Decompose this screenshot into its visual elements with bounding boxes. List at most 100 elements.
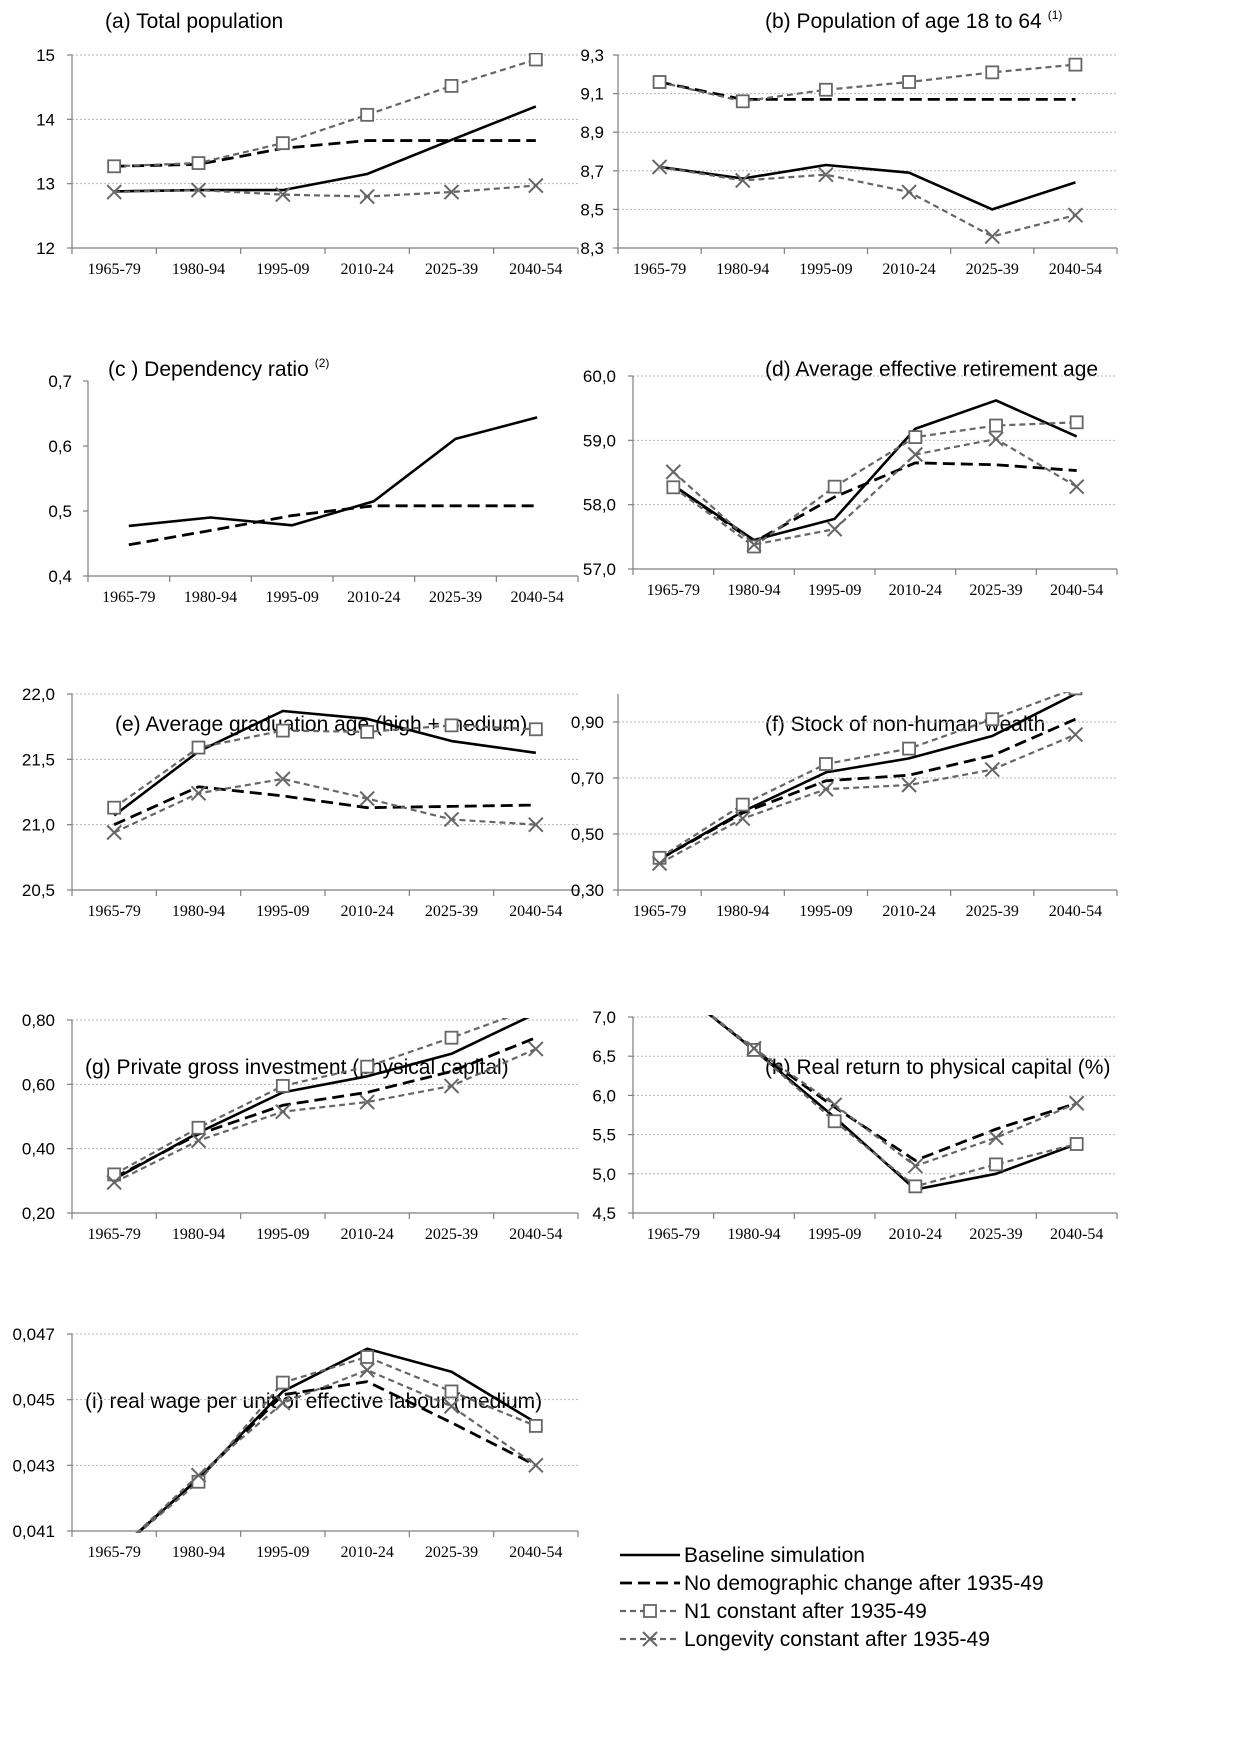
series-line-baseline <box>659 163 1076 211</box>
y-tick-label: 8,3 <box>580 239 604 258</box>
series-line-longevity <box>114 184 536 198</box>
panel-title: (h) Real return to physical capital (%) <box>765 1056 1110 1079</box>
data-point-n1 <box>107 1167 122 1182</box>
data-point-longevity <box>735 172 751 189</box>
panel-a: (a) Total population 12 13 14 15 1965-79 1980-… <box>36 10 579 278</box>
data-point-longevity <box>907 446 924 463</box>
panel-i: (i) real wage per unit of effective labo… <box>12 1325 579 1561</box>
data-point-longevity <box>443 811 460 828</box>
y-tick-label: 21,5 <box>22 750 55 769</box>
data-point-longevity <box>528 1457 544 1474</box>
data-point-longevity <box>665 464 682 480</box>
data-point-longevity <box>106 824 122 841</box>
legend-x-icon <box>642 1631 658 1647</box>
y-tick-label: 0,60 <box>22 1075 55 1094</box>
panel-title: (d) Average effective retirement age <box>765 358 1098 381</box>
y-tick-label: 0,80 <box>22 1011 55 1030</box>
y-tick-label: 0,70 <box>571 769 604 788</box>
y-tick-label: 9,3 <box>580 46 604 65</box>
x-tick-label: 2010-24 <box>347 589 400 606</box>
panel-title: (c ) Dependency ratio (2) <box>108 356 329 381</box>
data-point-longevity <box>901 777 917 793</box>
data-point-longevity <box>984 761 1000 778</box>
data-point-n1 <box>444 1030 459 1045</box>
panel-title: (e) Average graduation age (high + mediu… <box>115 713 527 736</box>
data-point-longevity <box>359 790 375 807</box>
data-point-n1 <box>735 94 750 109</box>
y-tick-label: 0,6 <box>48 437 72 456</box>
data-point-n1 <box>902 75 916 89</box>
x-tick-label: 2040-54 <box>1050 582 1103 599</box>
data-point-longevity <box>818 166 834 183</box>
series-line-baseline <box>128 416 538 528</box>
y-tick-label: 7,0 <box>592 1008 616 1027</box>
series-line-longevity <box>113 777 536 834</box>
legend-item-longevity: Longevity constant after 1935-49 <box>620 1628 990 1651</box>
data-point-longevity <box>106 184 122 200</box>
panel-d: (d) Average effective retirement age 57,0… <box>583 358 1118 599</box>
x-tick-label: 2040-54 <box>509 261 562 278</box>
data-point-longevity <box>275 1395 291 1411</box>
series-line-no_demo <box>659 80 1076 101</box>
y-tick-label: 0,045 <box>12 1391 55 1410</box>
data-point-longevity <box>984 228 1000 245</box>
data-point-n1 <box>902 741 916 756</box>
data-point-n1 <box>652 75 667 89</box>
data-point-longevity <box>988 431 1004 447</box>
data-point-longevity <box>190 785 207 802</box>
data-point-longevity <box>359 1362 375 1378</box>
x-tick-label: 1995-09 <box>256 1226 309 1243</box>
series-line-longevity <box>659 733 1076 865</box>
series-line-n1 <box>658 692 1069 859</box>
x-tick-label: 2040-54 <box>509 903 562 920</box>
x-tick-label: 2040-54 <box>1050 1226 1103 1243</box>
data-point-n1 <box>908 430 923 445</box>
data-point-longevity <box>528 177 544 194</box>
x-tick-label: 2040-54 <box>509 1544 562 1561</box>
x-tick-label: 2040-54 <box>1049 903 1102 920</box>
data-point-n1 <box>1068 57 1083 72</box>
x-tick-label: 2040-54 <box>511 589 564 606</box>
series-line-no_demo <box>658 717 1076 861</box>
data-point-longevity <box>988 1130 1004 1146</box>
series-line-n1 <box>113 724 536 809</box>
series-line-n1 <box>672 421 1077 548</box>
data-point-n1 <box>1068 692 1083 696</box>
data-point-longevity <box>359 1094 375 1110</box>
y-tick-label: 8,7 <box>580 162 604 181</box>
legend-label: No demographic change after 1935-49 <box>684 1572 1044 1595</box>
data-point-longevity <box>1068 1095 1085 1111</box>
data-point-longevity <box>106 1174 122 1191</box>
x-tick-label: 2040-54 <box>509 1226 562 1243</box>
y-tick-label: 5,5 <box>592 1126 616 1145</box>
data-point-n1 <box>528 1419 543 1433</box>
y-tick-label: 6,0 <box>592 1086 616 1105</box>
data-point-longevity <box>735 810 751 827</box>
x-tick-label: 1980-94 <box>184 589 237 606</box>
panel-b: (b) Population of age 18 to 64 (1) 8,3 8,5 8… <box>580 8 1118 278</box>
y-tick-label: 9,1 <box>580 85 604 104</box>
y-tick-label: 22,0 <box>22 685 55 704</box>
x-tick-label: 1995-09 <box>266 589 319 606</box>
data-point-longevity <box>907 1158 924 1174</box>
data-point-longevity <box>818 781 834 797</box>
x-tick-label: 2010-24 <box>341 1544 394 1561</box>
y-tick-label: 4,5 <box>592 1204 616 1223</box>
data-point-longevity <box>275 771 291 787</box>
series-line-baseline <box>113 709 537 817</box>
x-tick-label: 1995-09 <box>808 1226 861 1243</box>
y-tick-label: 0,20 <box>22 1204 55 1223</box>
x-tick-label: 1980-94 <box>727 582 780 599</box>
data-point-n1 <box>444 78 459 93</box>
x-tick-label: 1965-79 <box>647 582 700 599</box>
series-line-longevity <box>659 165 1076 238</box>
data-point-n1 <box>444 718 459 733</box>
series-line-no_demo <box>128 504 538 547</box>
y-tick-label: 0,90 <box>571 713 604 732</box>
data-point-n1 <box>666 480 681 495</box>
panel-f: (f) Stock of non-human wealth 0,30 0,50 0,7… <box>571 692 1118 920</box>
data-point-n1 <box>528 53 543 67</box>
x-tick-label: 2010-24 <box>341 1226 394 1243</box>
data-point-n1 <box>989 418 1003 433</box>
y-tick-label: 58,0 <box>583 496 616 515</box>
